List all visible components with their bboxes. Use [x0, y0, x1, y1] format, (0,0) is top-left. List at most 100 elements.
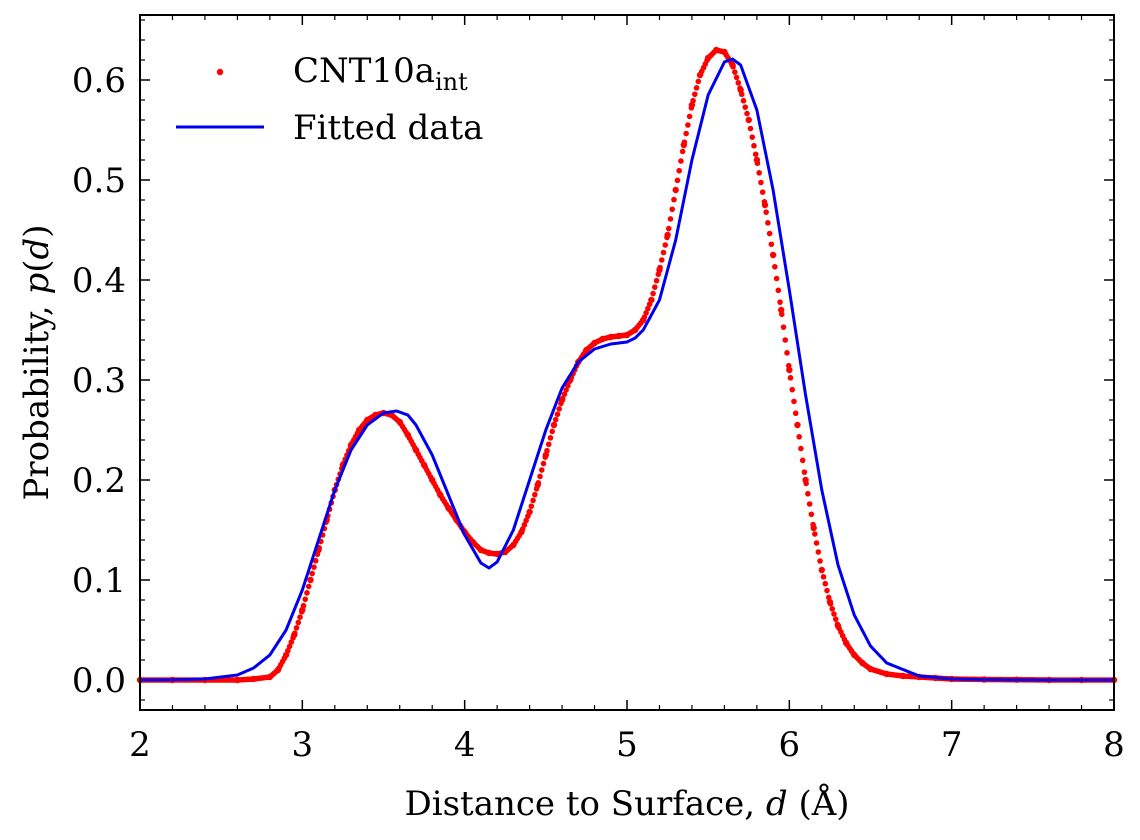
data-point-dense — [302, 596, 309, 603]
data-point — [778, 306, 785, 314]
data-point-dense — [819, 567, 825, 573]
data-point — [786, 366, 793, 374]
x-axis-label-var: d — [766, 784, 788, 824]
y-axis-label-prefix: Probability, — [17, 295, 57, 501]
x-axis-label-unit: (Å) — [788, 783, 850, 824]
data-point-dense — [544, 447, 550, 454]
data-point-dense — [672, 187, 679, 193]
legend: CNT10aint Fitted data — [176, 51, 483, 148]
y-tick-label: 0.2 — [72, 461, 126, 501]
data-point-dense — [768, 241, 775, 248]
data-point-dense — [667, 216, 674, 222]
data-point-dense — [780, 324, 787, 330]
data-point-dense — [664, 234, 670, 241]
data-point-dense — [777, 299, 783, 305]
data-point-dense — [758, 179, 764, 186]
data-point-dense — [805, 490, 811, 497]
data-point-dense — [735, 80, 742, 86]
data-point-dense — [648, 297, 655, 303]
data-point-dense — [810, 521, 816, 528]
x-tick-label: 3 — [292, 725, 314, 765]
y-axis-label-close: ) — [17, 224, 57, 237]
data-point-dense — [825, 594, 832, 601]
minor-ticks — [140, 15, 1114, 710]
data-point-dense — [693, 85, 700, 91]
data-point-dense — [829, 606, 836, 612]
data-point-dense — [824, 587, 830, 594]
data-point-dense — [772, 263, 778, 270]
y-tick-label: 0.6 — [72, 61, 126, 101]
data-point-dense — [641, 314, 648, 320]
legend-label-cnt10a: CNT10aint — [293, 51, 468, 96]
data-point-dense — [683, 130, 689, 137]
legend-label-main: CNT10a — [293, 51, 435, 91]
data-point-dense — [756, 170, 762, 176]
data-point-dense — [822, 580, 829, 587]
data-point-dense — [782, 337, 789, 343]
x-axis-label: Distance to Surface, d (Å) — [404, 783, 849, 824]
data-point-dense — [650, 290, 656, 297]
data-point-dense — [526, 509, 533, 515]
fitted-line — [139, 57, 1114, 682]
y-tick-label: 0.3 — [72, 361, 126, 401]
data-point-dense — [738, 91, 745, 98]
data-point-dense — [695, 78, 702, 85]
x-tick-label: 5 — [616, 725, 638, 765]
data-point-dense — [674, 177, 681, 184]
y-tick-label: 0.0 — [72, 661, 126, 701]
data-point-dense — [688, 105, 695, 111]
data-point-dense — [551, 422, 557, 428]
data-point-dense — [808, 511, 815, 518]
data-point-dense — [530, 497, 536, 504]
data-point-dense — [662, 242, 669, 248]
data-point-dense — [791, 398, 797, 405]
data-point-dense — [686, 113, 693, 120]
data-point-dense — [801, 469, 808, 475]
data-point-dense — [655, 271, 662, 278]
data-point-dense — [690, 97, 696, 104]
major-ticks — [139, 15, 1115, 710]
data-point-dense — [669, 206, 676, 213]
data-point-dense — [763, 209, 769, 215]
data-point-dense — [314, 551, 321, 558]
x-axis-label-prefix: Distance to Surface, — [404, 784, 765, 824]
data-point-dense — [293, 625, 300, 631]
data-point-dense — [286, 643, 293, 650]
data-point-dense — [311, 564, 317, 570]
y-axis-label-func: p — [17, 273, 57, 295]
data-point-dense — [665, 225, 672, 232]
data-point-dense — [671, 196, 677, 203]
data-point-dense — [307, 577, 314, 583]
data-point-dense — [563, 387, 569, 393]
data-point-dense — [645, 305, 651, 312]
data-point-dense — [737, 85, 743, 92]
data-point-dense — [813, 540, 820, 546]
data-point-dense — [535, 480, 542, 486]
data-point-dense — [533, 486, 540, 492]
data-point-dense — [749, 134, 756, 140]
data-point-dense — [761, 198, 768, 205]
y-tick-label: 0.4 — [72, 261, 126, 301]
data-point-dense — [817, 558, 823, 564]
y-axis-label-var: d — [17, 238, 57, 260]
data-point-dense — [803, 480, 809, 487]
data-point-dense — [547, 435, 554, 441]
data-point-dense — [820, 574, 827, 580]
data-point-dense — [545, 441, 552, 448]
data-point-dense — [291, 630, 298, 637]
data-point-dense — [742, 104, 749, 110]
data-point-dense — [815, 549, 822, 555]
data-point-dense — [812, 531, 818, 537]
data-point-dense — [745, 117, 752, 123]
data-point-dense — [789, 386, 796, 393]
data-point-dense — [538, 467, 545, 473]
data-point-dense — [309, 570, 315, 577]
data-point-dense — [523, 517, 529, 524]
scatter-series — [136, 46, 1118, 684]
data-point-dense — [799, 457, 806, 464]
data-point-dense — [297, 614, 303, 620]
data-point-dense — [770, 252, 776, 258]
data-point-dense — [528, 503, 535, 510]
data-point-dense — [300, 602, 307, 609]
